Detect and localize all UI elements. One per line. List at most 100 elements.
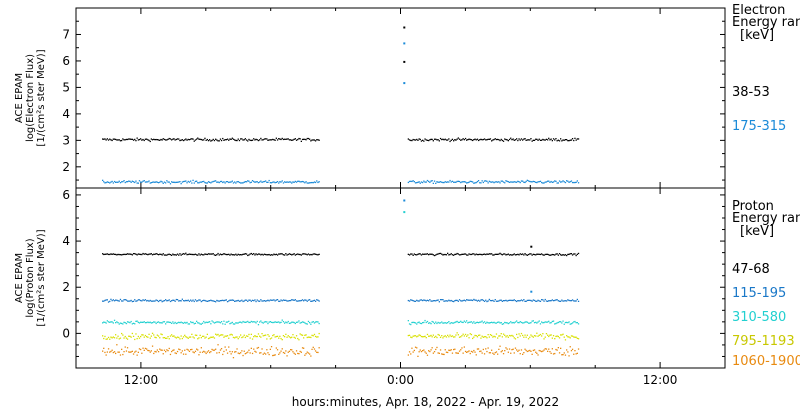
- data-point: [238, 181, 241, 184]
- data-point: [558, 321, 561, 323]
- data-point: [255, 300, 257, 303]
- data-point: [439, 252, 442, 255]
- data-point: [451, 335, 454, 337]
- data-point: [292, 351, 294, 353]
- data-point: [491, 349, 493, 351]
- data-point: [196, 254, 198, 256]
- data-point: [504, 138, 506, 140]
- y-tick-label: 5: [62, 80, 70, 94]
- data-point: [424, 335, 426, 337]
- data-point: [261, 253, 263, 255]
- data-point: [483, 336, 486, 338]
- data-point: [562, 320, 564, 322]
- data-point: [489, 181, 492, 183]
- data-point: [216, 321, 218, 323]
- data-point: [537, 181, 539, 183]
- data-point: [485, 139, 487, 141]
- data-point: [243, 334, 245, 336]
- data-point: [310, 140, 312, 142]
- data-point: [306, 137, 308, 140]
- data-point: [562, 300, 564, 302]
- y-tick-label: 6: [62, 54, 70, 68]
- data-point: [563, 336, 565, 338]
- data-point: [134, 323, 136, 325]
- data-point: [184, 349, 186, 351]
- data-point: [318, 347, 320, 349]
- data-point: [279, 253, 281, 255]
- data-point: [556, 349, 558, 351]
- data-point: [251, 253, 254, 256]
- data-point: [229, 323, 231, 325]
- data-point: [520, 321, 523, 324]
- data-point: [431, 336, 433, 338]
- data-point: [313, 139, 316, 141]
- data-point: [169, 183, 172, 185]
- data-point: [414, 182, 417, 184]
- data-point: [429, 181, 431, 183]
- data-point: [104, 351, 106, 354]
- data-point: [466, 139, 468, 141]
- data-point: [287, 181, 289, 183]
- data-point: [106, 351, 108, 353]
- data-point: [433, 300, 436, 302]
- data-point: [529, 336, 531, 338]
- data-point: [102, 179, 104, 181]
- data-point: [123, 253, 125, 255]
- data-point: [530, 334, 532, 336]
- data-point: [115, 352, 117, 355]
- data-point: [273, 299, 275, 301]
- data-point: [505, 180, 507, 182]
- data-point: [157, 139, 160, 141]
- data-point: [255, 253, 257, 255]
- data-point: [307, 352, 310, 354]
- data-point: [154, 350, 156, 353]
- data-point: [311, 348, 313, 350]
- data-point: [498, 300, 500, 302]
- data-point: [450, 299, 452, 302]
- data-point: [285, 181, 287, 183]
- data-point: [155, 322, 157, 325]
- data-point: [188, 253, 191, 255]
- data-point: [265, 353, 267, 355]
- data-point: [548, 335, 550, 338]
- data-point: [448, 299, 450, 301]
- data-point: [168, 137, 170, 140]
- data-point: [422, 322, 424, 324]
- data-point: [457, 180, 459, 182]
- data-point: [243, 181, 245, 183]
- data-point: [562, 354, 564, 356]
- data-point: [523, 254, 525, 256]
- data-point: [420, 140, 423, 142]
- data-point: [241, 322, 243, 324]
- data-point: [426, 320, 429, 323]
- data-point: [532, 336, 534, 338]
- data-point: [259, 253, 261, 255]
- data-point: [482, 253, 484, 255]
- data-point: [228, 139, 230, 141]
- data-point: [190, 321, 192, 323]
- data-point: [545, 138, 548, 140]
- data-point: [463, 299, 465, 301]
- data-point: [473, 253, 475, 255]
- data-point: [216, 334, 218, 336]
- data-point: [298, 137, 300, 140]
- data-point: [438, 352, 440, 354]
- data-point: [161, 139, 163, 141]
- data-point: [141, 300, 143, 302]
- data-point: [560, 181, 562, 183]
- data-point: [547, 300, 549, 302]
- data-point: [261, 321, 263, 324]
- data-point: [162, 253, 164, 255]
- data-point: [529, 322, 531, 324]
- data-point: [418, 334, 420, 336]
- data-point: [188, 323, 191, 325]
- data-point: [222, 137, 224, 140]
- data-point: [453, 322, 455, 324]
- data-point: [453, 254, 455, 256]
- data-point: [411, 180, 413, 183]
- data-point: [457, 137, 459, 139]
- data-point: [519, 139, 521, 141]
- electron-legend-title: Energy ran: [732, 15, 800, 30]
- data-point: [508, 322, 511, 324]
- data-point: [486, 337, 488, 339]
